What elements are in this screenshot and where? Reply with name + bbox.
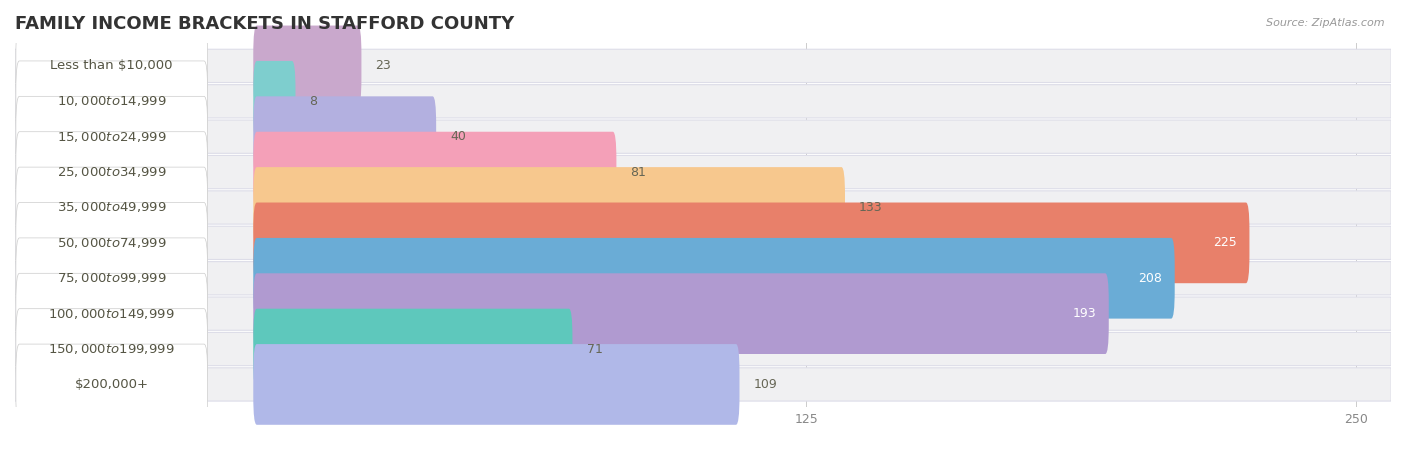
FancyBboxPatch shape [15,132,208,212]
FancyBboxPatch shape [15,85,1391,118]
FancyBboxPatch shape [15,167,208,248]
FancyBboxPatch shape [15,238,208,319]
FancyBboxPatch shape [15,155,1391,189]
Text: $75,000 to $99,999: $75,000 to $99,999 [56,271,166,285]
Text: $150,000 to $199,999: $150,000 to $199,999 [48,342,174,356]
Text: Less than $10,000: Less than $10,000 [51,59,173,72]
Text: 8: 8 [309,95,318,108]
FancyBboxPatch shape [15,120,1391,153]
Text: $100,000 to $149,999: $100,000 to $149,999 [48,306,174,321]
FancyBboxPatch shape [253,273,1109,354]
FancyBboxPatch shape [15,368,1391,401]
FancyBboxPatch shape [15,226,1391,260]
Text: 193: 193 [1073,307,1097,320]
FancyBboxPatch shape [15,96,208,177]
FancyBboxPatch shape [253,238,1174,319]
FancyBboxPatch shape [253,96,436,177]
FancyBboxPatch shape [15,49,1391,82]
FancyBboxPatch shape [253,202,1250,283]
Text: FAMILY INCOME BRACKETS IN STAFFORD COUNTY: FAMILY INCOME BRACKETS IN STAFFORD COUNT… [15,15,515,33]
FancyBboxPatch shape [15,61,208,142]
Text: $200,000+: $200,000+ [75,378,149,391]
FancyBboxPatch shape [253,167,845,248]
FancyBboxPatch shape [15,202,208,283]
FancyBboxPatch shape [15,333,1391,366]
FancyBboxPatch shape [15,26,208,106]
FancyBboxPatch shape [15,261,1391,295]
FancyBboxPatch shape [15,273,208,354]
FancyBboxPatch shape [253,309,572,389]
Text: 81: 81 [630,166,647,179]
FancyBboxPatch shape [253,61,295,142]
FancyBboxPatch shape [15,344,208,425]
Text: $10,000 to $14,999: $10,000 to $14,999 [56,94,166,108]
Text: $15,000 to $24,999: $15,000 to $24,999 [56,130,166,144]
FancyBboxPatch shape [253,26,361,106]
FancyBboxPatch shape [253,132,616,212]
FancyBboxPatch shape [253,344,740,425]
Text: Source: ZipAtlas.com: Source: ZipAtlas.com [1267,18,1385,28]
FancyBboxPatch shape [15,191,1391,224]
Text: 208: 208 [1139,272,1163,285]
Text: 71: 71 [586,342,602,356]
Text: $50,000 to $74,999: $50,000 to $74,999 [56,236,166,250]
Text: $25,000 to $34,999: $25,000 to $34,999 [56,165,166,179]
Text: 225: 225 [1213,236,1237,249]
FancyBboxPatch shape [15,309,208,389]
Text: 109: 109 [754,378,778,391]
Text: $35,000 to $49,999: $35,000 to $49,999 [56,200,166,215]
Text: 40: 40 [450,130,467,143]
FancyBboxPatch shape [15,297,1391,330]
Text: 133: 133 [859,201,883,214]
Text: 23: 23 [375,59,391,72]
